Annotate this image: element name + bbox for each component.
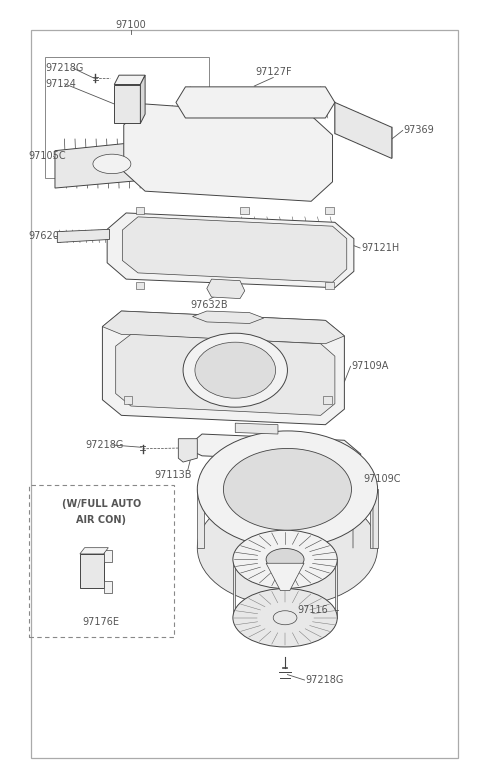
Text: 97218G: 97218G [86, 440, 124, 450]
Polygon shape [114, 75, 145, 85]
Text: 97124: 97124 [46, 78, 76, 89]
Polygon shape [102, 311, 344, 343]
Ellipse shape [197, 489, 378, 606]
Text: 97105C: 97105C [29, 151, 67, 162]
Ellipse shape [233, 530, 337, 589]
Polygon shape [80, 548, 108, 554]
Text: 97127F: 97127F [255, 67, 291, 77]
Polygon shape [55, 139, 169, 188]
Text: 97369: 97369 [404, 125, 434, 136]
Polygon shape [207, 279, 245, 299]
Bar [136, 282, 144, 289]
Polygon shape [192, 311, 264, 324]
Bar [240, 207, 249, 214]
Text: 97100: 97100 [116, 20, 146, 30]
Bar [104, 581, 112, 593]
Ellipse shape [197, 431, 378, 548]
Text: 97218G: 97218G [46, 64, 84, 73]
Text: 97218G: 97218G [305, 675, 344, 685]
Polygon shape [185, 434, 361, 462]
Text: 97116: 97116 [297, 605, 328, 615]
Ellipse shape [195, 342, 276, 398]
Polygon shape [266, 563, 304, 590]
Bar [323, 396, 332, 404]
Bar [325, 207, 334, 214]
Ellipse shape [233, 589, 337, 647]
Polygon shape [124, 104, 333, 201]
Polygon shape [233, 559, 235, 618]
Text: 97109A: 97109A [351, 361, 389, 372]
Bar [124, 396, 132, 404]
Text: AIR CON): AIR CON) [76, 515, 126, 525]
Bar [46, 57, 209, 178]
Text: 97121H: 97121H [361, 243, 399, 253]
Polygon shape [235, 423, 278, 434]
Bar [325, 282, 334, 289]
Polygon shape [114, 85, 140, 123]
Polygon shape [140, 75, 145, 123]
Bar [29, 485, 174, 637]
Text: 97632B: 97632B [191, 300, 228, 310]
Polygon shape [179, 439, 197, 462]
Polygon shape [122, 217, 347, 282]
Text: 97176E: 97176E [83, 617, 120, 626]
Polygon shape [116, 335, 335, 416]
Ellipse shape [183, 333, 288, 407]
Text: 97113B: 97113B [155, 470, 192, 480]
Text: 97620C: 97620C [29, 231, 67, 241]
Polygon shape [335, 559, 337, 618]
Polygon shape [102, 311, 344, 425]
Polygon shape [335, 103, 392, 158]
Text: 97109C: 97109C [363, 474, 401, 485]
Bar [80, 554, 104, 588]
Bar [104, 550, 112, 561]
Polygon shape [371, 489, 378, 548]
Polygon shape [197, 489, 204, 548]
Ellipse shape [266, 549, 304, 570]
Polygon shape [176, 87, 335, 118]
Bar [136, 207, 144, 214]
Ellipse shape [273, 611, 297, 625]
Polygon shape [107, 213, 354, 288]
Ellipse shape [223, 448, 351, 530]
Ellipse shape [93, 154, 131, 173]
Text: (W/FULL AUTO: (W/FULL AUTO [61, 499, 141, 510]
Polygon shape [57, 229, 109, 242]
